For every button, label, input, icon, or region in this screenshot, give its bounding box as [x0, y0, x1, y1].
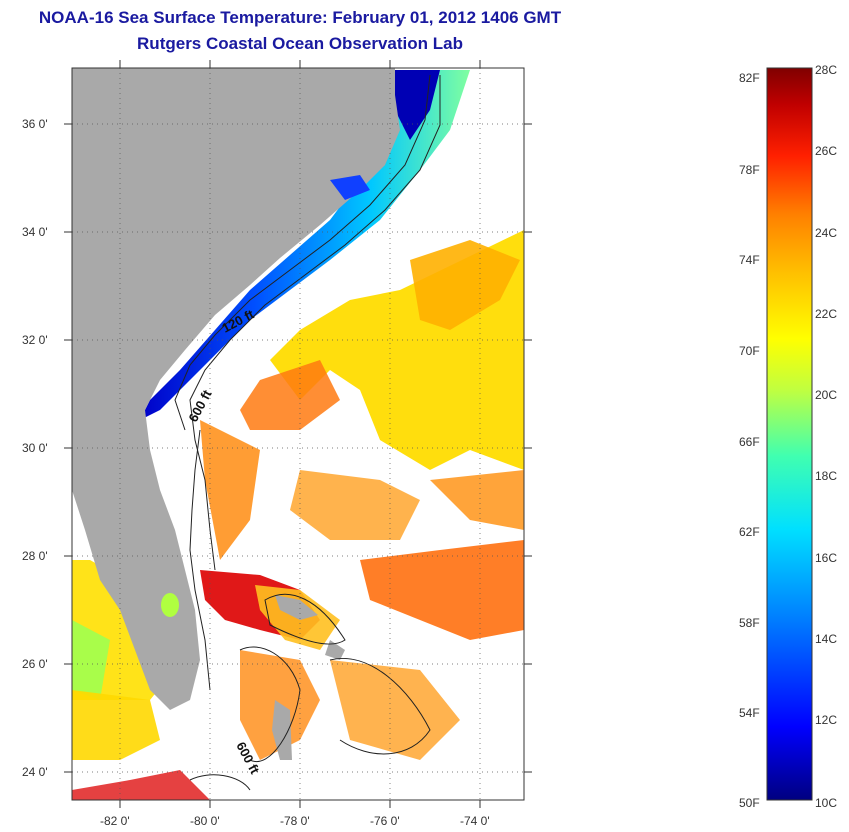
lat-label-34: 34 0'	[22, 225, 48, 239]
lat-label-32: 32 0'	[22, 333, 48, 347]
colorbar-label-70f: 70F	[739, 344, 760, 358]
land-us-southeast	[72, 68, 400, 710]
bahamas-islands	[272, 595, 345, 760]
lon-label-82: -82 0'	[100, 814, 130, 828]
colorbar-label-24c: 24C	[815, 226, 838, 240]
colorbar-label-22c: 22C	[815, 307, 838, 321]
lon-label-74: -74 0'	[460, 814, 490, 828]
lon-label-78: -78 0'	[280, 814, 310, 828]
colorbar-label-62f: 62F	[739, 525, 760, 539]
colorbar-label-14c: 14C	[815, 632, 838, 646]
colorbar-label-54f: 54F	[739, 706, 760, 720]
lat-label-24: 24 0'	[22, 765, 48, 779]
lat-label-36: 36 0'	[22, 117, 48, 131]
lat-label-26: 26 0'	[22, 657, 48, 671]
colorbar-label-82f: 82F	[739, 71, 760, 85]
lon-label-76: -76 0'	[370, 814, 400, 828]
colorbar-label-16c: 16C	[815, 551, 838, 565]
colorbar-label-18c: 18C	[815, 469, 838, 483]
depth-contours	[174, 74, 441, 791]
colorbar-label-10c: 10C	[815, 796, 838, 810]
temperature-colorbar	[766, 67, 813, 801]
map-subtitle: Rutgers Coastal Ocean Observation Lab	[137, 34, 463, 53]
colorbar-label-28c: 28C	[815, 63, 838, 77]
colorbar-label-50f: 50F	[739, 796, 760, 810]
lon-label-80: -80 0'	[190, 814, 220, 828]
colorbar-label-74f: 74F	[739, 253, 760, 267]
colorbar-label-12c: 12C	[815, 713, 838, 727]
lat-label-28: 28 0'	[22, 549, 48, 563]
lat-label-30: 30 0'	[22, 441, 48, 455]
colorbar-label-78f: 78F	[739, 163, 760, 177]
map-frame	[71, 67, 525, 801]
map-gridlines	[72, 68, 524, 800]
colorbar-label-58f: 58F	[739, 616, 760, 630]
map-title: NOAA-16 Sea Surface Temperature: Februar…	[38, 8, 562, 27]
map-ticks	[64, 60, 532, 808]
colorbar-label-20c: 20C	[815, 388, 838, 402]
colorbar-label-26c: 26C	[815, 144, 838, 158]
colorbar-label-66f: 66F	[739, 435, 760, 449]
